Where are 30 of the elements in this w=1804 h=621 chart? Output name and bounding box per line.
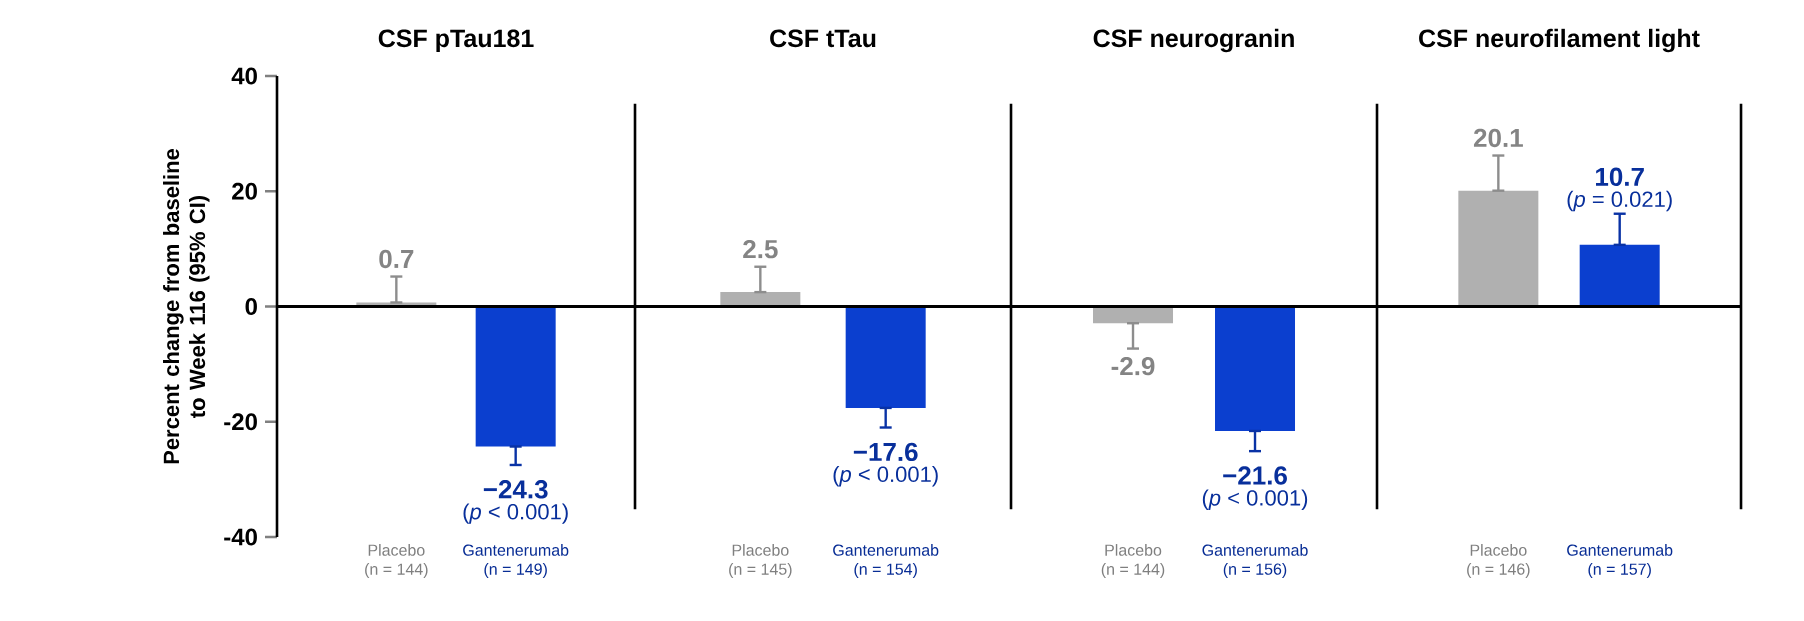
annotation: (p < 0.001) (1202, 489, 1308, 511)
y-tick-label: 20 (232, 182, 257, 200)
y-axis-title: Percent change from baseline to Week 116 (95% CI) (163, 148, 210, 464)
data-label: -2.9 (1111, 356, 1155, 376)
annotation: (p < 0.001) (463, 503, 568, 524)
chart-title: CSF tTau (770, 29, 876, 48)
chart-title: CSF neurofilament light (1419, 28, 1700, 53)
x-tick-label: Gantenerumab (n = 156) (1202, 544, 1308, 578)
x-tick-label: Gantenerumab (n = 154) (833, 544, 939, 578)
x-tick-label: Placebo (n = 146) (1467, 544, 1530, 578)
y-tick-label: -20 (224, 413, 257, 431)
x-tick-label: Placebo (n = 144) (1101, 544, 1165, 578)
annotation: (p < 0.001) (833, 465, 938, 487)
data-label: 0.7 (379, 249, 414, 269)
annotation: (p = 0.021) (1567, 190, 1672, 212)
y-tick-label: -40 (224, 528, 257, 546)
data-label: −24.3 (483, 480, 548, 499)
data-label: −21.6 (1223, 466, 1287, 485)
data-label: −17.6 (853, 442, 918, 462)
y-tick-label: 40 (231, 67, 257, 85)
data-label: 10.7 (1596, 167, 1644, 187)
y-tick-label: 0 (245, 298, 257, 315)
x-tick-label: Gantenerumab (n = 157) (1567, 544, 1673, 578)
data-label: 2.5 (743, 239, 778, 259)
x-tick-label: Placebo (n = 144) (365, 544, 428, 578)
data-label: 20.1 (1473, 128, 1523, 148)
chart-title: CSF pTau181 (378, 29, 534, 53)
x-tick-label: Gantenerumab (n = 149) (463, 544, 569, 578)
x-tick-label: Placebo (n = 145) (729, 544, 792, 578)
chart-title: CSF neurogranin (1093, 28, 1294, 53)
